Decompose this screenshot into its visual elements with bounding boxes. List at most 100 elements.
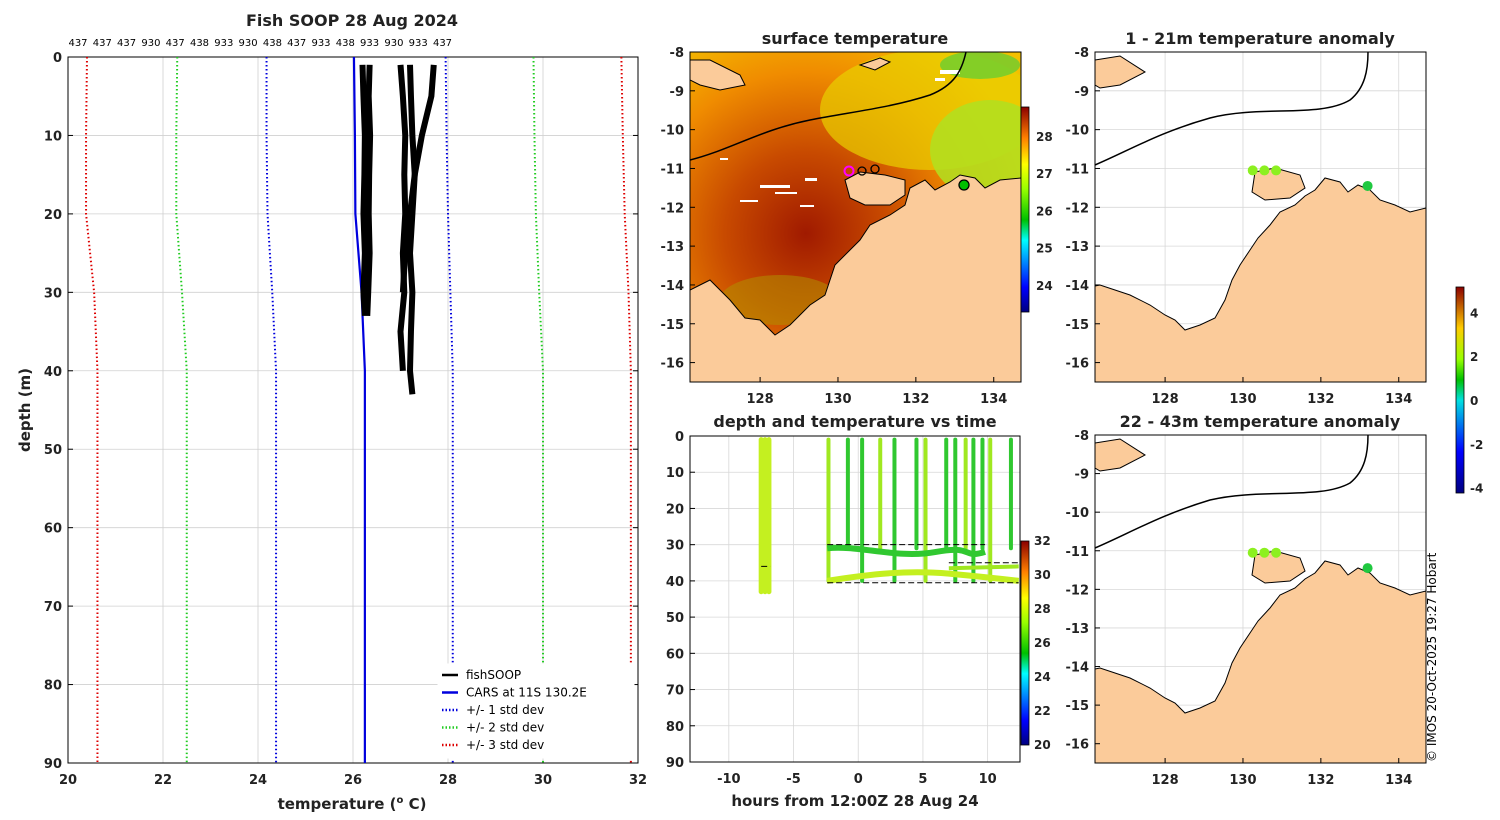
sst-panel: surface temperature 128 130 132 134- — [661, 29, 1053, 407]
x-tick-label: 132 — [1307, 392, 1334, 407]
colorbar-tick-label: 30 — [1034, 568, 1051, 582]
std2-upper-line — [532, 56, 544, 763]
x-tick-label: 134 — [980, 392, 1007, 407]
x-tick-label: 0 — [854, 772, 863, 787]
std2-lower-line — [175, 56, 188, 763]
anomaly1-contour — [1095, 52, 1369, 166]
anomaly2-land — [1095, 560, 1426, 763]
cast-id-label: 437 — [68, 38, 87, 49]
x-tick-label: 28 — [439, 773, 457, 788]
legend-box — [437, 663, 635, 759]
x-tick-label: 128 — [1152, 773, 1179, 788]
colorbar-tick-label: -2 — [1470, 438, 1483, 452]
cast-id-label: 438 — [190, 38, 209, 49]
y-tick-label: -12 — [661, 201, 685, 216]
anomaly-point — [1247, 547, 1258, 558]
anomaly-point — [1271, 547, 1282, 558]
y-tick-label: 80 — [44, 679, 62, 694]
std3-upper-line — [620, 56, 632, 763]
anomaly2-panel: 22 - 43m temperature anomaly 128 130 132 13… — [1066, 412, 1427, 788]
colorbar-tick-label: 24 — [1036, 279, 1053, 293]
cars-mean-line — [352, 56, 366, 763]
y-tick-label: -8 — [670, 46, 684, 61]
anomaly2-title: 22 - 43m temperature anomaly — [1120, 412, 1401, 431]
time-colorbar — [1020, 540, 1030, 746]
anomaly2-contour — [1095, 435, 1369, 549]
colorbar-tick-label: 28 — [1036, 130, 1053, 144]
fishsoop-profile — [397, 64, 409, 371]
y-tick-label: -10 — [1066, 124, 1090, 139]
cast-id-label: 933 — [214, 38, 233, 49]
y-tick-label: -8 — [1075, 429, 1089, 444]
cast-id-label: 438 — [336, 38, 355, 49]
y-tick-label: -9 — [1075, 468, 1089, 483]
cast-id-label: 930 — [239, 38, 258, 49]
y-tick-label: -15 — [1066, 318, 1090, 333]
time-grid — [690, 435, 1020, 763]
y-tick-label: -16 — [661, 357, 685, 372]
y-tick-label: 90 — [44, 757, 62, 772]
profile-axes-box — [67, 56, 639, 764]
sst-green-north — [940, 52, 1020, 79]
profile-ylabel: depth (m) — [16, 368, 34, 452]
y-tick-label: -11 — [1066, 545, 1090, 560]
sst-current-station — [843, 165, 855, 177]
profile-title: Fish SOOP 28 Aug 2024 — [246, 11, 458, 30]
colorbar-tick-label: 26 — [1034, 636, 1051, 650]
anomaly2-axes-box — [1094, 434, 1427, 764]
y-tick-label: -12 — [1066, 583, 1090, 598]
x-tick-label: 20 — [59, 773, 77, 788]
colorbar-tick-label: 24 — [1034, 670, 1051, 684]
y-tick-label: -13 — [1066, 622, 1090, 637]
legend-label: +/- 1 std dev — [466, 703, 544, 717]
profile-legend: fishSOOP CARS at 11S 130.2E +/- 1 std dev +… — [437, 663, 635, 759]
colorbar-tick-label: 4 — [1470, 306, 1478, 320]
y-tick-label: -14 — [1066, 279, 1090, 294]
sst-tiwi-islands — [844, 171, 906, 206]
std3-lower-line — [85, 56, 99, 763]
anomaly1-timor-island — [1095, 55, 1146, 89]
x-tick-label: 130 — [824, 392, 851, 407]
cast-id-label: 438 — [263, 38, 282, 49]
x-tick-label: -5 — [786, 772, 800, 787]
cast-id-label: 933 — [311, 38, 330, 49]
x-tick-label: 132 — [902, 392, 929, 407]
cast-id-label: 930 — [384, 38, 403, 49]
y-tick-label: -9 — [1075, 85, 1089, 100]
x-tick-label: 24 — [249, 773, 267, 788]
y-tick-label: -14 — [1066, 661, 1090, 676]
y-tick-label: -12 — [1066, 201, 1090, 216]
y-tick-label: 50 — [44, 443, 62, 458]
y-tick-label: 20 — [666, 502, 684, 517]
colorbar-tick-label: 0 — [1470, 394, 1478, 408]
x-tick-label: 26 — [344, 773, 362, 788]
anomaly1-axes-box — [1094, 51, 1427, 383]
std1-upper-line — [444, 56, 454, 763]
fishsoop-profile — [364, 64, 374, 316]
y-tick-label: -13 — [661, 240, 685, 255]
anomaly-point — [1247, 165, 1258, 176]
y-tick-label: -11 — [661, 162, 685, 177]
anomaly1-land — [1095, 177, 1426, 382]
colorbar-tick-label: 22 — [1034, 704, 1051, 718]
anomaly1-panel: 1 - 21m temperature anomaly 128 130 132 134… — [1066, 29, 1427, 407]
legend-label: +/- 2 std dev — [466, 721, 544, 735]
sst-ticks: 128 130 132 134 -8 -9 -10 -11 -12 -13 -14 -15 -16 — [661, 46, 1008, 407]
x-tick-label: 5 — [918, 772, 927, 787]
fishsoop-profile — [359, 64, 368, 317]
sst-contour — [690, 52, 967, 161]
colorbar-tick-label: 2 — [1470, 350, 1478, 364]
cast-id-label: 437 — [117, 38, 136, 49]
y-tick-label: -10 — [661, 124, 685, 139]
y-tick-label: 20 — [44, 208, 62, 223]
cast-id-label: 437 — [166, 38, 185, 49]
fishsoop-profile — [399, 64, 437, 293]
colorbar-tick-label: 28 — [1034, 602, 1051, 616]
anomaly-point — [1362, 180, 1373, 191]
anomaly-point — [1259, 165, 1270, 176]
anomaly-colorbar-ticks: 4 2 0 -2 -4 — [1470, 306, 1483, 495]
cast-id-label: 930 — [141, 38, 160, 49]
sst-station — [958, 179, 970, 191]
cast-id-label: 933 — [409, 38, 428, 49]
anomaly-point — [1271, 165, 1282, 176]
